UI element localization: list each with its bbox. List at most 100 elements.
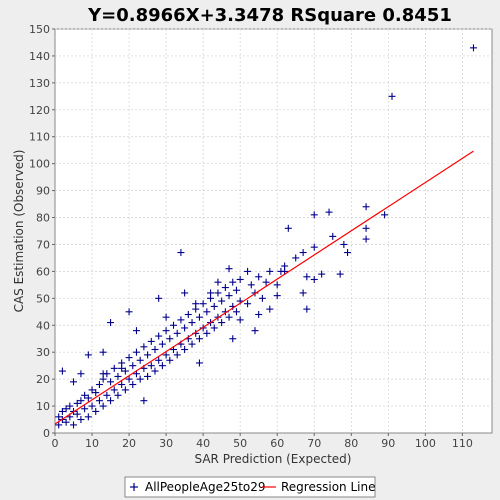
data-point — [362, 235, 370, 243]
legend-label-points: AllPeopleAge25to29 — [145, 480, 266, 494]
data-point — [114, 391, 122, 399]
data-point — [255, 273, 263, 281]
data-point — [299, 289, 307, 297]
data-point — [158, 340, 166, 348]
data-point — [118, 364, 126, 372]
data-point — [114, 372, 122, 380]
data-point — [232, 286, 240, 294]
data-point — [107, 397, 115, 405]
data-point — [155, 356, 163, 364]
data-point — [310, 211, 318, 219]
data-point — [136, 375, 144, 383]
data-point — [81, 405, 89, 413]
x-tick-label: 60 — [270, 437, 284, 450]
data-point — [214, 278, 222, 286]
data-point — [132, 348, 140, 356]
data-point — [181, 324, 189, 332]
data-point — [318, 270, 326, 278]
x-tick-label: 70 — [307, 437, 321, 450]
y-tick-label: 140 — [29, 50, 50, 63]
data-point — [303, 305, 311, 313]
y-tick-label: 90 — [36, 185, 50, 198]
data-point — [310, 275, 318, 283]
data-point — [99, 348, 107, 356]
data-point — [232, 308, 240, 316]
plot-area — [54, 28, 493, 434]
data-point — [162, 327, 170, 335]
data-point — [292, 254, 300, 262]
y-tick-label: 0 — [43, 427, 50, 440]
data-point — [181, 346, 189, 354]
data-point — [469, 44, 477, 52]
data-point — [121, 367, 129, 375]
data-point — [266, 267, 274, 275]
legend-box — [124, 476, 376, 498]
x-tick-label: 30 — [159, 437, 173, 450]
x-tick-label: 50 — [233, 437, 247, 450]
data-point — [84, 351, 92, 359]
x-tick-label: 10 — [85, 437, 99, 450]
x-tick-label: 80 — [344, 437, 358, 450]
y-tick-label: 70 — [36, 238, 50, 251]
legend-label-regression: Regression Line — [281, 480, 375, 494]
y-tick-label: 40 — [36, 319, 50, 332]
data-point — [325, 208, 333, 216]
data-point — [195, 359, 203, 367]
data-point — [151, 346, 159, 354]
y-tick-label: 150 — [29, 23, 50, 36]
data-point — [210, 324, 218, 332]
data-point — [262, 278, 270, 286]
data-point — [173, 329, 181, 337]
data-point — [203, 308, 211, 316]
data-point — [155, 332, 163, 340]
data-point — [62, 418, 70, 426]
data-point — [236, 275, 244, 283]
data-point — [125, 308, 133, 316]
data-point — [303, 273, 311, 281]
data-point — [110, 364, 118, 372]
data-point — [55, 413, 63, 421]
data-point — [218, 319, 226, 327]
data-point — [73, 399, 81, 407]
data-point — [129, 381, 137, 389]
data-point — [107, 319, 115, 327]
data-point — [188, 319, 196, 327]
y-tick-label: 80 — [36, 212, 50, 225]
data-point — [158, 362, 166, 370]
data-point — [229, 278, 237, 286]
y-tick-label: 100 — [29, 158, 50, 171]
data-point — [310, 243, 318, 251]
y-tick-label: 120 — [29, 104, 50, 117]
x-tick-label: 40 — [196, 437, 210, 450]
data-point — [55, 421, 63, 429]
data-point — [107, 378, 115, 386]
legend: AllPeopleAge25to29 Regression Line — [124, 476, 376, 498]
data-point — [188, 340, 196, 348]
data-point — [84, 413, 92, 421]
data-point — [81, 391, 89, 399]
data-point — [70, 421, 78, 429]
data-point — [58, 367, 66, 375]
data-point — [203, 329, 211, 337]
data-point — [214, 289, 222, 297]
data-point — [247, 281, 255, 289]
data-point — [136, 356, 144, 364]
data-point — [273, 281, 281, 289]
data-point — [192, 300, 200, 308]
data-point — [336, 270, 344, 278]
y-tick-label: 50 — [36, 292, 50, 305]
regression-line — [54, 150, 474, 425]
data-point — [221, 284, 229, 292]
data-point — [132, 327, 140, 335]
data-point — [155, 294, 163, 302]
data-point — [166, 335, 174, 343]
data-point — [73, 410, 81, 418]
axis-ticks: 0 10 20 30 40 50 60 70 80 90 100 110 0 10 20 30 40 50 60 70… — [29, 23, 473, 450]
data-point — [125, 354, 133, 362]
data-point — [166, 356, 174, 364]
data-point — [195, 313, 203, 321]
data-point — [273, 292, 281, 300]
data-point — [110, 386, 118, 394]
data-point — [388, 92, 396, 100]
